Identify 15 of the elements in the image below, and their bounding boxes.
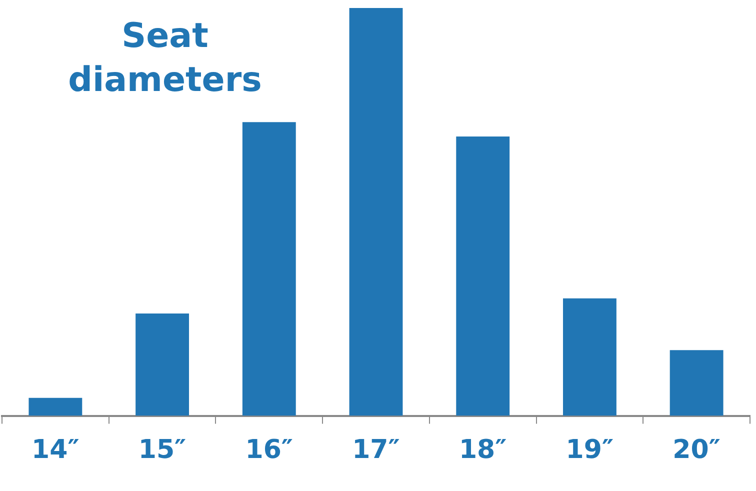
bar (136, 313, 189, 416)
bar (242, 122, 296, 416)
x-tick-label: 15″ (138, 435, 186, 466)
bar (456, 136, 510, 416)
bar (349, 8, 403, 416)
x-tick-label: 16″ (245, 435, 294, 466)
bar (28, 398, 82, 416)
bar (563, 298, 616, 416)
x-tick-label: 14″ (32, 435, 80, 466)
bar (670, 350, 724, 416)
text: Seat diameters (67, 15, 263, 102)
x-tick-label: 18″ (458, 435, 507, 466)
x-tick-label: 17″ (352, 435, 400, 466)
x-tick-label: 19″ (566, 435, 614, 466)
x-tick-label: 20″ (672, 435, 720, 466)
